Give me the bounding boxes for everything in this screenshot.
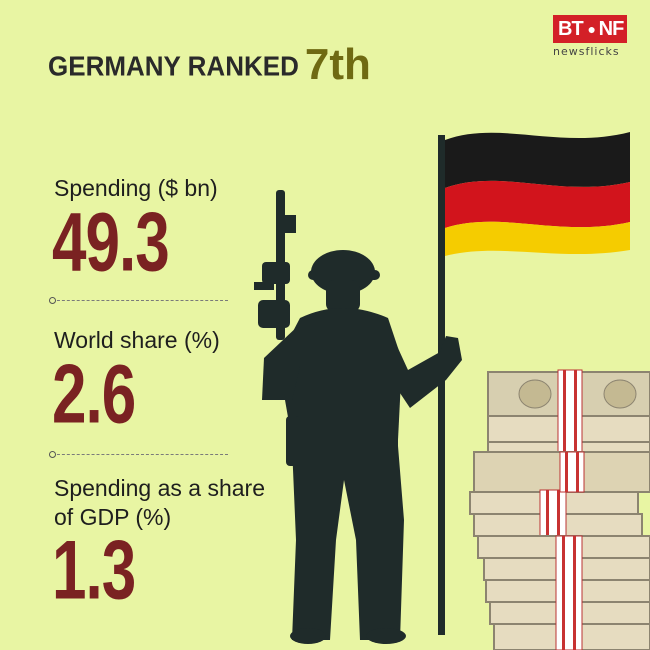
divider-1	[52, 300, 228, 301]
flag-stripe-gold	[445, 221, 630, 256]
stat-gdp-share-value: 1.3	[52, 524, 136, 618]
brand-subtitle: newsflicks	[553, 45, 620, 58]
brand-mark-separator: ●	[584, 15, 599, 43]
divider-2	[52, 454, 228, 455]
stat-world-share-value: 2.6	[52, 348, 136, 442]
stat-world-share-label: World share (%)	[54, 327, 220, 353]
money-stacks	[469, 369, 650, 650]
flag-pole	[438, 135, 445, 635]
stat-gdp-share-label-line2: of GDP (%)	[54, 504, 172, 530]
headline-rank: 7th	[304, 40, 371, 89]
headline-text: GERMANY RANKED	[48, 50, 299, 82]
brand-mark: BT ● NF	[553, 15, 641, 43]
headline: GERMANY RANKED 7th	[48, 40, 371, 90]
divider-1-dot	[49, 297, 56, 304]
flag-stripe-black	[445, 132, 630, 188]
stat-spending-value: 49.3	[52, 196, 170, 290]
soldier-silhouette	[254, 190, 462, 644]
money-stack-middle	[469, 451, 650, 537]
german-flag	[438, 132, 630, 635]
brand-mark-left: BT	[553, 15, 585, 43]
brand-logo: BT ● NF newsflicks	[553, 15, 641, 58]
brand-mark-right: NF	[598, 15, 628, 43]
stat-spending-label: Spending ($ bn)	[54, 175, 218, 201]
divider-2-dot	[49, 451, 56, 458]
stat-gdp-share-label-line1: Spending as a share	[54, 475, 265, 501]
money-stack-front	[477, 535, 650, 650]
flag-stripe-red	[445, 180, 630, 228]
